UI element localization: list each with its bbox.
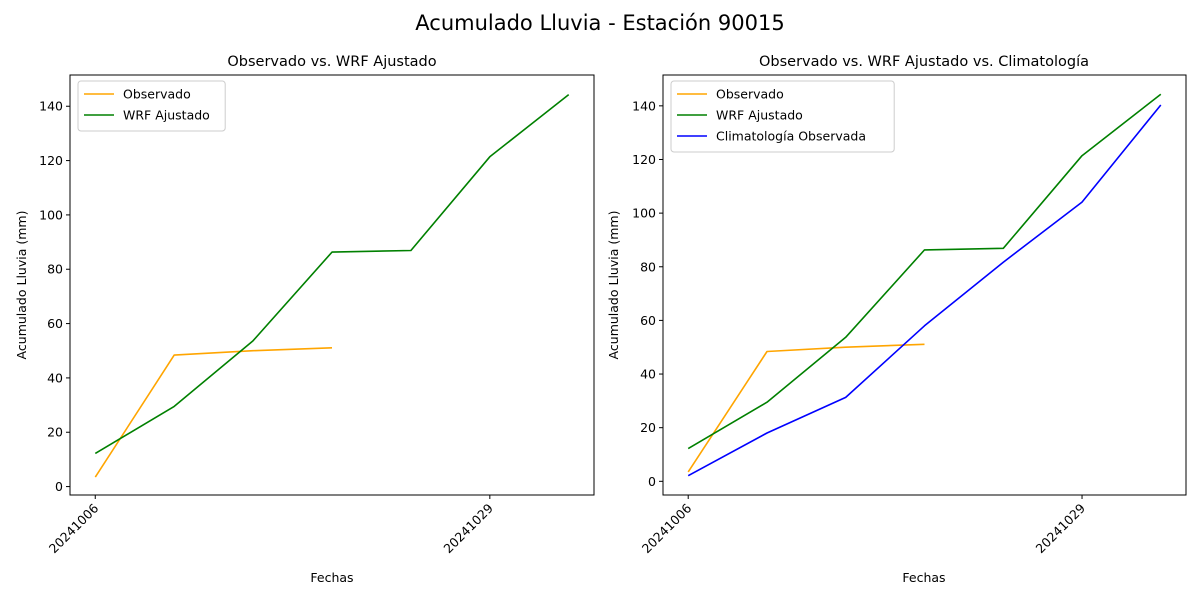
x-tick-label: 20241006 bbox=[46, 500, 102, 556]
y-tick-label: 140 bbox=[632, 98, 656, 113]
legend-label: Observado bbox=[716, 87, 784, 102]
series-line-right-climatolog-a-observada bbox=[687, 104, 1162, 477]
y-tick-label: 60 bbox=[47, 316, 63, 331]
series-line-right-wrf-ajustado bbox=[687, 93, 1162, 450]
y-tick-label: 100 bbox=[632, 206, 656, 221]
y-tick-label: 20 bbox=[47, 425, 63, 440]
chart-right-title: Observado vs. WRF Ajustado vs. Climatolo… bbox=[759, 54, 1089, 70]
y-tick-label: 80 bbox=[640, 259, 656, 274]
chart-left-title: Observado vs. WRF Ajustado bbox=[227, 54, 436, 70]
y-tick-label: 0 bbox=[55, 479, 63, 494]
chart-left-xlabel: Fechas bbox=[310, 570, 353, 585]
y-tick-label: 80 bbox=[47, 262, 63, 277]
plot-frame-right bbox=[662, 74, 1187, 496]
legend-box-left bbox=[77, 80, 226, 132]
chart-left-ylabel: Acumulado Lluvia (mm) bbox=[14, 211, 29, 360]
legend-label: WRF Ajustado bbox=[716, 108, 803, 123]
chart-left: Observado vs. WRF Ajustado Fechas Acumul… bbox=[14, 54, 595, 585]
y-tick-label: 40 bbox=[47, 370, 63, 385]
y-tick-label: 120 bbox=[39, 153, 63, 168]
legend-label: WRF Ajustado bbox=[123, 108, 210, 123]
y-tick-label: 60 bbox=[640, 313, 656, 328]
y-tick-label: 140 bbox=[39, 99, 63, 114]
series-line-right-observado bbox=[687, 343, 925, 473]
x-tick-label: 20241006 bbox=[639, 500, 695, 556]
figure-title: Acumulado Lluvia - Estación 90015 bbox=[415, 11, 784, 35]
chart-right-ylabel: Acumulado Lluvia (mm) bbox=[606, 211, 621, 360]
y-tick-label: 120 bbox=[632, 152, 656, 167]
plot-frame-left bbox=[69, 74, 595, 496]
x-tick-label: 20241029 bbox=[440, 500, 496, 556]
chart-right: Observado vs. WRF Ajustado vs. Climatolo… bbox=[606, 54, 1187, 585]
legend-label: Observado bbox=[123, 87, 191, 102]
chart-right-xlabel: Fechas bbox=[902, 570, 945, 585]
legend-label: Climatología Observada bbox=[716, 129, 866, 144]
legend-box-right bbox=[670, 80, 895, 153]
series-line-left-observado bbox=[94, 347, 333, 478]
y-tick-label: 100 bbox=[39, 207, 63, 222]
y-tick-label: 40 bbox=[640, 367, 656, 382]
series-line-left-wrf-ajustado bbox=[94, 93, 570, 455]
x-tick-label: 20241029 bbox=[1033, 500, 1089, 556]
y-tick-label: 0 bbox=[648, 474, 656, 489]
y-tick-label: 20 bbox=[640, 420, 656, 435]
